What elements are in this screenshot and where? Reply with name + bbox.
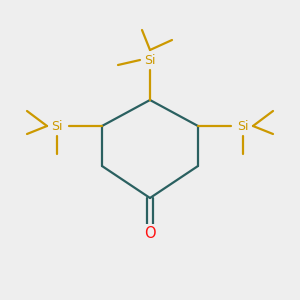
Text: Si: Si — [237, 119, 249, 133]
Text: Si: Si — [144, 53, 156, 67]
Text: O: O — [144, 226, 156, 241]
Text: Si: Si — [51, 119, 63, 133]
